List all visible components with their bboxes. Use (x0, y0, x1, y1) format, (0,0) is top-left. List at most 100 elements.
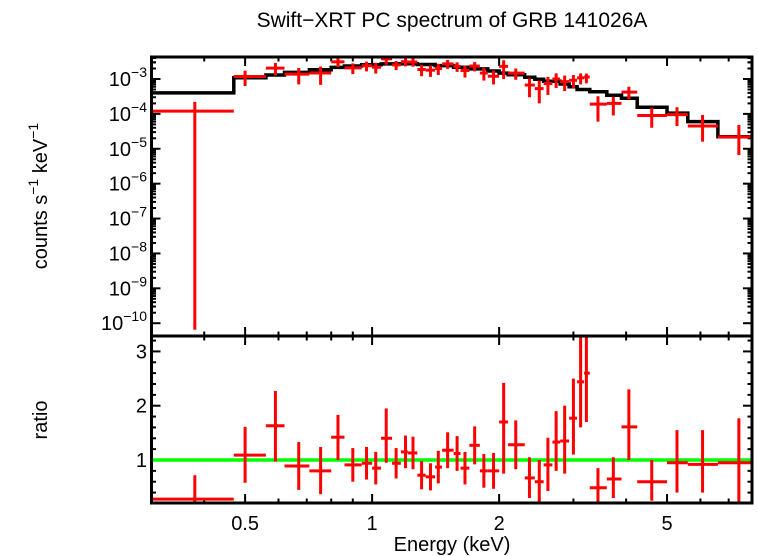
data-point (331, 58, 345, 68)
ratio-point (543, 437, 553, 491)
ratio-point (407, 436, 418, 470)
data-point (265, 62, 285, 76)
ratio-point (392, 448, 401, 479)
data-point (524, 78, 535, 98)
data-point (569, 75, 578, 89)
ratio-y-tick-label: 3 (136, 341, 147, 363)
ratio-point (569, 378, 578, 455)
data-point (460, 65, 470, 78)
data-point (552, 73, 561, 89)
figure-title: Swift−XRT PC spectrum of GRB 141026A (257, 9, 648, 32)
data-point (151, 101, 234, 330)
y-tick-label: 10−6 (109, 169, 147, 196)
data-point (361, 61, 373, 72)
ratio-point (435, 450, 443, 484)
ratio-point (425, 463, 436, 491)
data-point (577, 73, 585, 85)
x-tick-label: 2 (494, 513, 505, 535)
data-point (487, 70, 500, 85)
ratio-point (309, 446, 332, 495)
data-point (479, 67, 488, 81)
ratio-point (534, 460, 544, 502)
ratio-point (233, 426, 266, 483)
x-axis-label: Energy (keV) (394, 534, 511, 556)
ratio-point (417, 461, 426, 490)
ratio-point (460, 451, 470, 485)
ratio-data-points (151, 336, 752, 503)
ratio-point (667, 430, 688, 493)
data-point (453, 62, 461, 72)
y-tick-label: 10−7 (109, 204, 147, 231)
ratio-point (687, 430, 718, 493)
ratio-point (361, 446, 373, 480)
x-tick-label: 1 (367, 513, 378, 535)
data-point (637, 107, 668, 128)
data-point (499, 60, 509, 79)
ratio-point (589, 468, 607, 503)
ratio-point (479, 454, 488, 488)
data-point (435, 63, 443, 76)
data-point (344, 63, 362, 75)
ratio-point (344, 448, 362, 482)
data-point (667, 107, 688, 126)
data-point (717, 125, 752, 156)
y-tick-label: 10−3 (109, 64, 147, 91)
ratio-point (499, 382, 509, 474)
data-point (534, 80, 544, 104)
ratio-point (552, 411, 561, 471)
plot-panels: 0.5 1 2 5 10−3 10−4 10−5 10−6 10−7 10−8 10−9 10−10 1… (101, 55, 754, 535)
data-point (621, 86, 638, 100)
data-point (469, 62, 480, 72)
ratio-point (560, 405, 570, 474)
ratio-point (400, 435, 408, 469)
y-tick-label: 10−5 (109, 134, 147, 161)
data-point (425, 65, 436, 77)
tick-labels: 0.5 1 2 5 10−3 10−4 10−5 10−6 10−7 10−8 10−9 10−10 1… (101, 64, 673, 535)
y-tick-label: 10−9 (109, 273, 147, 300)
ratio-y-tick-label: 1 (136, 450, 147, 472)
data-point (309, 66, 332, 85)
ratio-y-axis-label: ratio (30, 401, 52, 440)
ratio-point (487, 452, 500, 489)
y-tick-label: 10−10 (101, 308, 147, 335)
data-point (442, 60, 454, 69)
ratio-point (265, 391, 285, 462)
model-step-line (151, 62, 752, 139)
data-point (584, 73, 590, 84)
ratio-point (577, 336, 585, 428)
data-point (417, 64, 426, 77)
data-point (284, 68, 310, 85)
data-point (407, 58, 418, 67)
data-point (560, 75, 570, 92)
ratio-point (621, 389, 638, 461)
data-point (543, 76, 553, 95)
ratio-point (442, 432, 454, 469)
y-tick-label: 10−4 (109, 99, 147, 126)
x-tick-label: 0.5 (231, 513, 259, 535)
ratio-point (584, 336, 590, 422)
ratio-point (372, 451, 382, 485)
ratio-point (469, 426, 480, 465)
data-point (372, 62, 382, 74)
ratio-point (151, 475, 234, 503)
ratio-point (524, 457, 535, 499)
ratio-y-tick-label: 2 (136, 396, 147, 418)
data-point (606, 96, 622, 116)
x-tick-label: 5 (661, 513, 672, 535)
ratio-point (508, 420, 525, 470)
ratio-point (331, 414, 345, 461)
ratio-panel-frame (150, 334, 754, 505)
data-point (392, 60, 401, 71)
counts-y-axis-label: counts s−1 keV−1 (25, 123, 52, 270)
ratio-point (637, 460, 668, 501)
data-point (687, 114, 718, 142)
spectrum-data-points (151, 57, 752, 330)
ratio-point (381, 408, 393, 463)
data-point (589, 96, 607, 122)
data-point (400, 58, 408, 67)
ratio-point (717, 418, 752, 502)
y-tick-label: 10−8 (109, 238, 147, 265)
data-point (233, 70, 266, 86)
